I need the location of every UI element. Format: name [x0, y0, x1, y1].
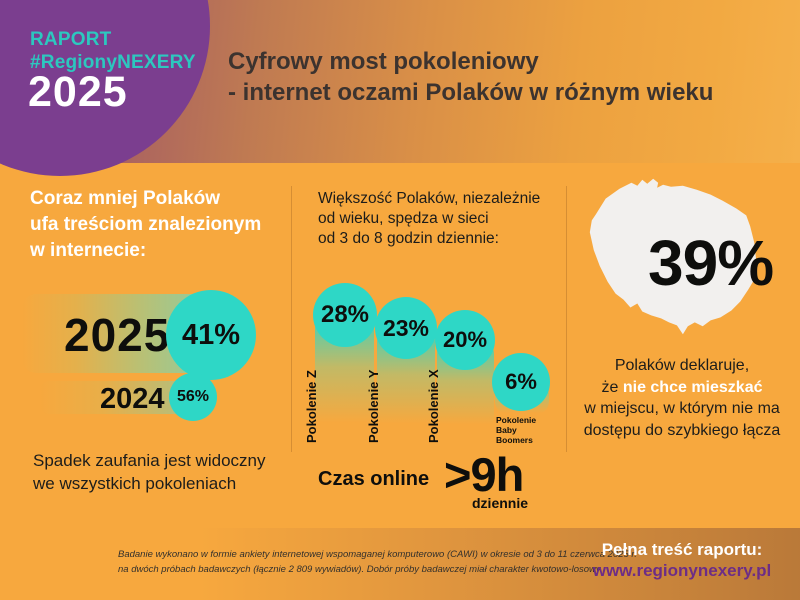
generation-label-babyboomers: Pokolenie Baby Boomers [496, 415, 537, 445]
report-link-url[interactable]: www.regionynexery.pl [592, 561, 772, 580]
trust-heading-line3: w internecie: [30, 240, 147, 261]
generation-label-x: Pokolenie X [426, 369, 441, 443]
generation-label-z: Pokolenie Z [304, 370, 319, 443]
methodology-note-line1: Badanie wykonano w formie ankiety intern… [118, 549, 637, 560]
methodology-note: Badanie wykonano w formie ankiety intern… [118, 547, 637, 577]
map-text-line2-prefix: że [601, 378, 623, 396]
generation-value-x: 20% [435, 310, 495, 370]
badge-hashtag-label: #RegionyNEXERY [30, 52, 196, 73]
trust-heading-line1: Coraz mniej Polaków [30, 188, 221, 209]
trust-heading-line2: ufa treściom znalezionym [30, 214, 262, 235]
page-title-line2: - internet oczami Polaków w różnym wieku [228, 79, 714, 106]
page-title-line1: Cyfrowy most pokoleniowy [228, 48, 539, 75]
map-text-highlight: nie chce mieszkać [622, 378, 763, 396]
footer-band [0, 528, 800, 600]
map-text-line4: dostępu do szybkiego łącza [583, 421, 781, 439]
map-stat-text: Polaków deklaruje, że nie chce mieszkać … [573, 355, 791, 441]
generation-label-y: Pokolenie Y [366, 369, 381, 443]
time-heading-line2: od wieku, spędza w sieci [318, 210, 489, 227]
map-text-line2: że nie chce mieszkać [573, 377, 791, 399]
time-heading-line1: Większość Polaków, niezależnie [318, 190, 541, 207]
trust-footnote-line2: we wszystkich pokoleniach [33, 474, 237, 493]
section-divider-right [566, 186, 567, 452]
trust-footnote: Spadek zaufania jest widoczny we wszystk… [33, 449, 265, 495]
trust-year-2025: 2025 [64, 309, 171, 361]
map-text-line3: w miejscu, w którym nie ma [584, 400, 780, 417]
map-text-line1: Polaków deklaruje, [614, 357, 750, 374]
trust-year-2024: 2024 [100, 383, 165, 415]
generation-value-y: 23% [375, 297, 437, 359]
report-link-label: Pełna treść raportu: [601, 540, 763, 559]
generation-value-babyboomers: 6% [492, 353, 550, 411]
time-online-heading: Większość Polaków, niezależnie od wieku,… [318, 189, 540, 249]
map-stat-value: 39% [648, 227, 774, 299]
generation-value-z: 28% [313, 283, 377, 347]
poland-map [589, 178, 757, 335]
trust-heading: Coraz mniej Polaków ufa treściom znalezi… [30, 186, 290, 264]
badge-year: 2025 [28, 68, 128, 116]
time-caption-value: >9h [444, 448, 524, 501]
methodology-note-line2: na dwóch próbach badawczych (łącznie 2 8… [118, 564, 603, 575]
time-heading-line3: od 3 do 8 godzin dziennie: [318, 230, 499, 247]
time-caption-suffix: dziennie [472, 495, 529, 511]
section-divider-left [291, 186, 292, 452]
trust-value-2024-circle: 56% [169, 373, 217, 421]
trust-value-2025-circle: 41% [166, 290, 256, 380]
badge-raport-label: RAPORT [30, 29, 112, 50]
page-title: Cyfrowy most pokoleniowy - internet ocza… [228, 46, 788, 108]
trust-footnote-line1: Spadek zaufania jest widoczny [33, 451, 266, 470]
report-link-block: Pełna treść raportu: www.regionynexery.p… [572, 539, 792, 581]
time-caption-prefix: Czas online [318, 468, 430, 490]
